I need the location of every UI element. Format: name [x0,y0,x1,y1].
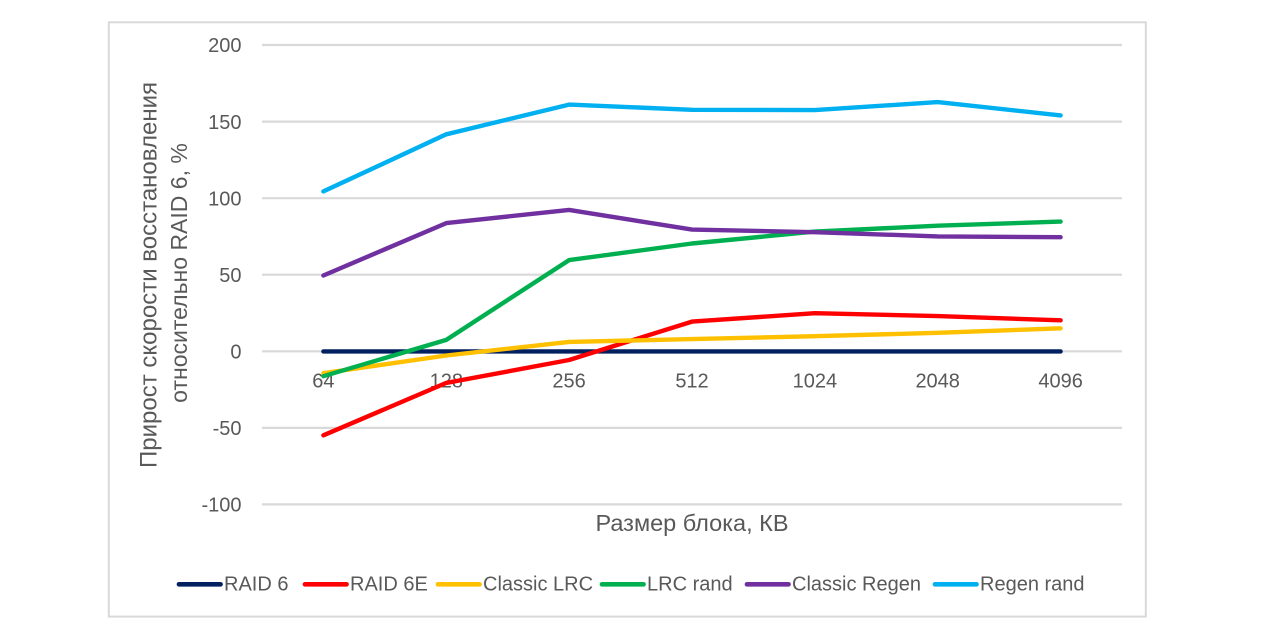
svg-text:-50: -50 [213,418,242,440]
svg-text:100: 100 [208,188,241,210]
svg-text:RAID 6E: RAID 6E [350,574,428,596]
svg-text:LRC rand: LRC rand [647,574,733,596]
svg-text:50: 50 [219,265,241,287]
svg-text:4096: 4096 [1038,371,1083,393]
svg-text:RAID 6: RAID 6 [224,574,288,596]
svg-text:относительно RAID 6, %: относительно RAID 6, % [166,143,192,403]
svg-text:200: 200 [208,35,241,57]
svg-text:Classic Regen: Classic Regen [792,574,921,596]
svg-text:Classic LRC: Classic LRC [483,574,593,596]
svg-text:2048: 2048 [915,371,960,393]
svg-text:256: 256 [552,371,585,393]
svg-text:Размер блока, КВ: Размер блока, КВ [595,510,788,536]
svg-text:512: 512 [675,371,708,393]
svg-text:0: 0 [230,342,241,364]
svg-text:1024: 1024 [793,371,838,393]
svg-text:Прирост скорости восстановлени: Прирост скорости восстановления [136,82,163,468]
svg-text:150: 150 [208,112,241,134]
svg-text:-100: -100 [201,495,241,517]
svg-text:Regen rand: Regen rand [980,574,1085,596]
